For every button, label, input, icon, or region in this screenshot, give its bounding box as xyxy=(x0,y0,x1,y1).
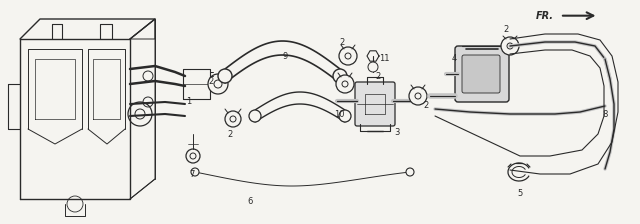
Text: 2: 2 xyxy=(423,101,428,110)
Circle shape xyxy=(249,110,261,122)
Text: FR.: FR. xyxy=(536,11,554,21)
Text: 9: 9 xyxy=(282,52,287,60)
FancyBboxPatch shape xyxy=(355,82,395,126)
Circle shape xyxy=(339,110,351,122)
Text: 11: 11 xyxy=(379,54,389,63)
Text: 1: 1 xyxy=(186,97,191,106)
Circle shape xyxy=(368,62,378,72)
Text: 2: 2 xyxy=(228,130,233,139)
Circle shape xyxy=(333,69,347,83)
Text: 10: 10 xyxy=(334,110,344,119)
Text: 4: 4 xyxy=(452,54,457,63)
Circle shape xyxy=(218,69,232,83)
Text: 2: 2 xyxy=(340,38,345,47)
Circle shape xyxy=(186,149,200,163)
Text: 5: 5 xyxy=(517,189,522,198)
FancyBboxPatch shape xyxy=(462,55,500,93)
Text: 6: 6 xyxy=(247,197,252,206)
FancyBboxPatch shape xyxy=(455,46,509,102)
Circle shape xyxy=(225,111,241,127)
Circle shape xyxy=(409,87,427,105)
Text: 7: 7 xyxy=(189,170,195,179)
Text: 2: 2 xyxy=(209,77,214,86)
Text: 2: 2 xyxy=(503,25,508,34)
Circle shape xyxy=(406,168,414,176)
Circle shape xyxy=(208,74,228,94)
Circle shape xyxy=(191,168,199,176)
Circle shape xyxy=(339,47,357,65)
Circle shape xyxy=(336,75,354,93)
Text: 3: 3 xyxy=(394,128,399,137)
Text: 8: 8 xyxy=(602,110,607,119)
Circle shape xyxy=(501,37,519,55)
Text: 2: 2 xyxy=(375,72,380,81)
